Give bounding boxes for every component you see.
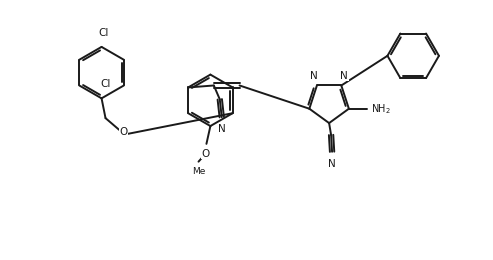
- Text: Cl: Cl: [99, 28, 109, 38]
- Text: Cl: Cl: [101, 80, 111, 89]
- Text: Me: Me: [192, 167, 205, 176]
- Text: O: O: [201, 149, 210, 159]
- Text: NH$_2$: NH$_2$: [371, 102, 390, 116]
- Text: N: N: [340, 70, 348, 81]
- Text: N: N: [310, 70, 318, 81]
- Text: N: N: [218, 124, 226, 134]
- Text: N: N: [328, 159, 336, 169]
- Text: O: O: [119, 127, 128, 137]
